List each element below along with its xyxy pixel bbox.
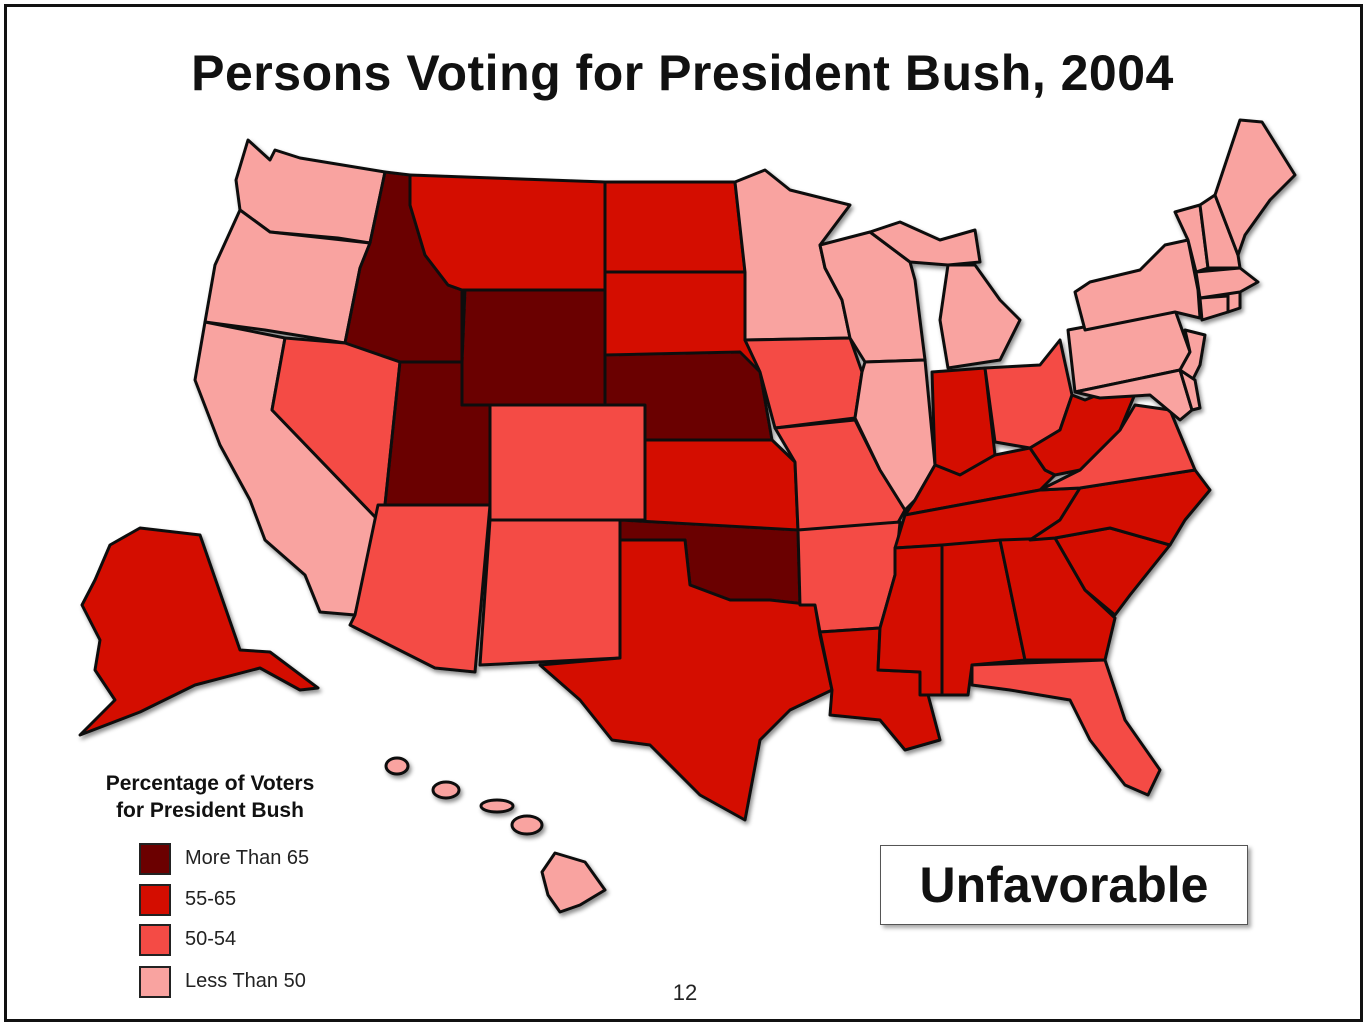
state-north-carolina [1028, 468, 1212, 547]
state-delaware [1178, 368, 1202, 412]
state-maine [1213, 118, 1297, 257]
legend-label: Less Than 50 [185, 970, 306, 992]
state-hawaii-molokai [479, 798, 515, 814]
state-new-york [1073, 238, 1202, 332]
state-hawaii-maui [510, 814, 544, 836]
state-montana [408, 173, 607, 292]
state-connecticut [1198, 294, 1230, 322]
legend-label: 50-54 [185, 928, 237, 950]
unfavorable-badge: Unfavorable [880, 845, 1248, 925]
legend-swatch [139, 843, 171, 875]
state-texas [538, 538, 834, 822]
legend-swatch [139, 884, 171, 916]
state-hawaii-kauai [384, 756, 410, 776]
state-wyoming [460, 288, 607, 407]
state-michigan [938, 263, 1022, 370]
state-massachusetts [1194, 266, 1260, 300]
legend-swatch [139, 924, 171, 956]
legend-title: Percentage of Voters for President Bush [60, 770, 360, 824]
state-illinois [853, 358, 937, 512]
state-michigan-up [868, 220, 982, 267]
legend-title-line1: Percentage of Voters [105, 772, 315, 795]
state-hawaii-big-island [540, 851, 607, 914]
legend-label: 55-65 [185, 888, 237, 910]
legend-label: More Than 65 [185, 847, 310, 869]
state-florida [970, 658, 1162, 797]
legend-title-line2: for President Bush [116, 799, 304, 822]
state-hawaii-oahu [431, 780, 461, 800]
state-kansas [643, 438, 800, 532]
state-vermont [1173, 203, 1210, 274]
legend-swatch [139, 966, 171, 998]
map-title: Persons Voting for President Bush, 2004 [191, 45, 1174, 101]
state-colorado [488, 403, 647, 522]
page-number: 12 [672, 980, 698, 1005]
state-alaska [78, 526, 320, 737]
state-north-dakota [603, 180, 747, 274]
state-new-mexico [478, 518, 622, 667]
state-new-hampshire [1198, 193, 1242, 270]
